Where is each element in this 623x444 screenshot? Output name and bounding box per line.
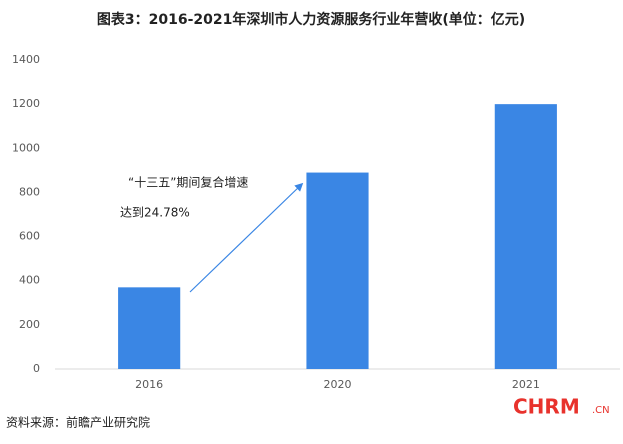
bar	[306, 172, 369, 369]
logo-suffix: .CN	[592, 405, 610, 416]
y-tick-label: 1000	[12, 141, 40, 154]
x-tick-label: 2016	[135, 378, 163, 391]
bar	[118, 287, 181, 369]
y-tick-label: 200	[19, 318, 40, 331]
y-tick-label: 1400	[12, 53, 40, 66]
x-tick-label: 2020	[324, 378, 352, 391]
y-tick-label: 400	[19, 274, 40, 287]
x-tick-label: 2021	[512, 378, 540, 391]
source: 资料来源：前瞻产业研究院	[6, 415, 150, 430]
y-tick-label: 800	[19, 185, 40, 198]
annotation: 达到24.78%	[120, 206, 190, 220]
chart-title: 图表3：2016-2021年深圳市人力资源服务行业年营收(单位：亿元)	[97, 11, 525, 28]
bar	[494, 104, 557, 370]
y-tick-label: 1200	[12, 97, 40, 110]
arrow	[189, 182, 304, 293]
y-tick-label: 0	[33, 362, 40, 375]
annotation: “十三五”期间复合增速	[128, 175, 248, 190]
logo: CHRM	[513, 395, 580, 419]
y-tick-label: 600	[19, 230, 40, 243]
